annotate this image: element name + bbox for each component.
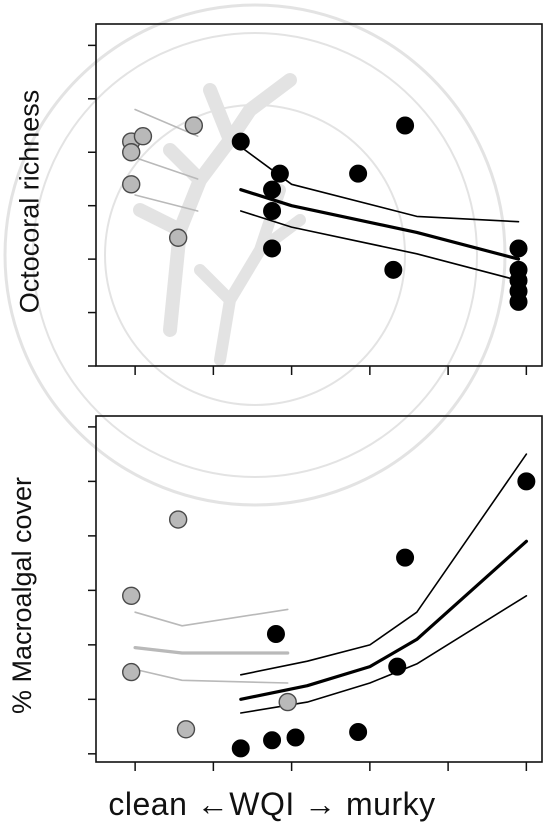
data-point-black — [263, 239, 282, 258]
fit-line — [239, 188, 521, 261]
data-point-black — [263, 202, 282, 221]
data-point-grey — [184, 116, 204, 135]
x-axis-label: clean ←WQI → murky — [108, 786, 436, 822]
data-point-black — [388, 657, 407, 676]
data-point-black — [517, 472, 536, 491]
confidence-line — [134, 668, 289, 684]
data-point-grey — [133, 127, 153, 146]
data-point-grey — [168, 228, 188, 247]
data-point-black — [396, 548, 415, 567]
data-point-black — [349, 723, 368, 742]
data-point-grey — [176, 720, 196, 739]
data-point-black — [270, 164, 289, 183]
confidence-line — [240, 453, 528, 676]
data-point-black — [263, 180, 282, 199]
octocoral-panel — [88, 23, 543, 375]
data-point-black — [231, 132, 250, 151]
fit-line — [239, 539, 529, 701]
data-point-grey — [122, 586, 141, 606]
macroalgal-panel — [88, 415, 543, 771]
plot-frame — [95, 415, 543, 763]
data-point-black — [349, 164, 368, 183]
data-point-grey — [122, 662, 141, 682]
confidence-line — [134, 608, 289, 627]
data-point-grey — [122, 175, 141, 194]
confidence-line — [240, 210, 520, 282]
data-point-grey — [278, 692, 297, 712]
fit-line — [133, 645, 290, 655]
data-point-black — [231, 739, 250, 758]
data-point-black — [509, 292, 528, 311]
confidence-line — [240, 146, 520, 223]
data-point-black — [263, 731, 282, 750]
plot-frame — [95, 23, 543, 367]
data-point-black — [266, 624, 285, 643]
data-point-black — [509, 239, 528, 258]
data-point-black — [384, 260, 403, 279]
y-axis-label-macroalgal: % Macroalgal cover — [7, 476, 37, 715]
data-point-grey — [122, 143, 141, 162]
data-point-black — [286, 728, 305, 747]
y-axis-label-octocoral: Octocoral richness — [14, 89, 45, 314]
data-point-grey — [168, 510, 188, 529]
confidence-line — [134, 194, 199, 212]
confidence-line — [134, 156, 199, 180]
data-point-black — [396, 116, 415, 135]
watermark-seal — [3, 3, 507, 507]
